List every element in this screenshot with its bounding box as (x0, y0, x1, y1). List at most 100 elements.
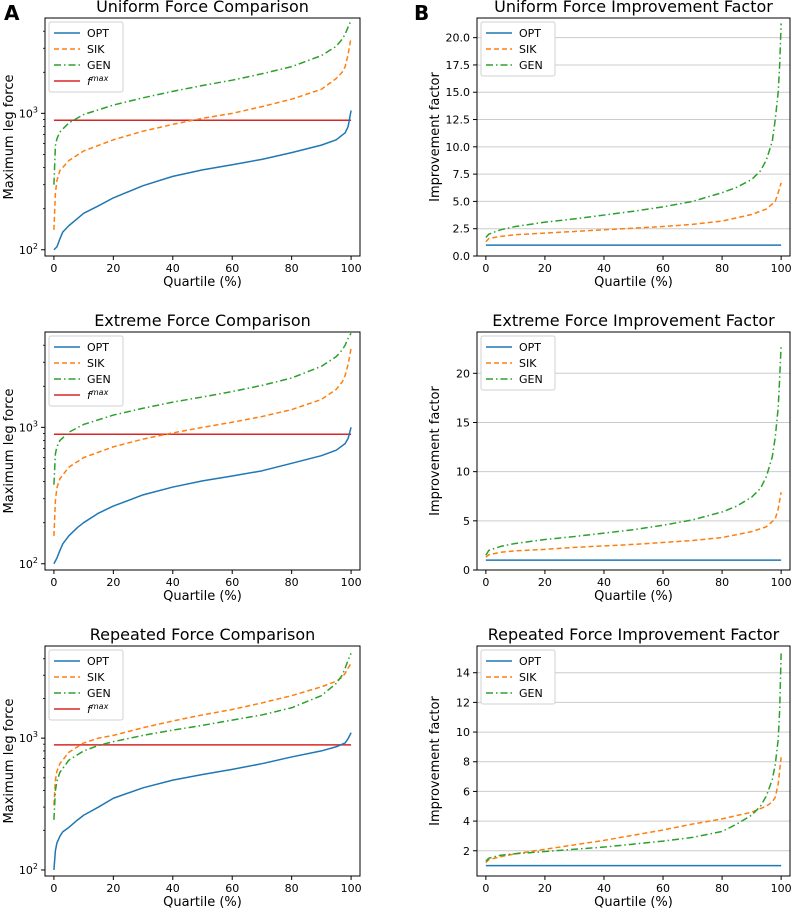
x-tick-label: 80 (285, 882, 299, 895)
axes-frame (44, 17, 361, 257)
series-line-sik (485, 757, 782, 864)
panel-letter-b: B (414, 1, 429, 25)
x-tick-label: 100 (341, 882, 362, 895)
chart-extreme-improvement: Extreme Force Improvement Factor 0 20 40 60 8… (428, 311, 792, 604)
legend-label-opt: OPT (519, 341, 541, 354)
y-tick-label: 17.5 (446, 59, 471, 72)
y-tick-label: 12 (456, 696, 470, 709)
axes-frame (44, 645, 361, 877)
series-line-gen (53, 653, 352, 820)
y-tick-label: 10.0 (446, 141, 471, 154)
y-tick-label: 0.0 (453, 250, 471, 263)
y-tick-label: 2 (463, 845, 470, 858)
x-tick-label: 40 (166, 882, 180, 895)
legend-label-opt: OPT (87, 341, 109, 354)
series-line-opt (53, 732, 352, 871)
plot-area (485, 344, 782, 561)
y-tick-label: 103 (19, 730, 38, 745)
legend-label-gen: GEN (87, 59, 111, 72)
series-line-sik (53, 37, 352, 230)
series-line-gen (485, 653, 782, 862)
y-tick-label: 103 (19, 105, 38, 120)
chart-repeated-improvement: Repeated Force Improvement Factor 0 20 40 60… (428, 625, 792, 910)
panel-letter-a: A (4, 1, 20, 25)
x-tick-label: 40 (597, 576, 611, 589)
series-line-sik (485, 492, 782, 558)
chart-repeated-comparison: Repeated Force Comparison 0 20 40 60 80 100 Qua… (2, 625, 362, 910)
y-tick-label: 0 (463, 564, 470, 577)
x-tick-label: 80 (285, 262, 299, 275)
x-tick-label: 40 (597, 882, 611, 895)
legend-label-fmax: fmax (87, 702, 109, 716)
legend-label-fmax: fmax (87, 388, 109, 402)
y-axis-label: Maximum leg force (2, 75, 17, 200)
x-tick-label: 60 (225, 882, 239, 895)
x-tick-label: 60 (656, 262, 670, 275)
legend-box (480, 21, 556, 77)
y-tick-label: 102 (19, 242, 38, 257)
y-axis-label: Improvement factor (428, 72, 443, 202)
chart-title: Extreme Force Improvement Factor (492, 311, 775, 330)
legend-label-sik: SIK (87, 357, 105, 370)
legend-label-sik: SIK (519, 357, 537, 370)
x-tick-label: 80 (715, 576, 729, 589)
x-tick-label: 20 (106, 262, 120, 275)
y-tick-label: 10 (456, 726, 470, 739)
x-tick-label: 80 (285, 576, 299, 589)
x-tick-label: 80 (715, 882, 729, 895)
legend-box (480, 335, 556, 391)
legend-label-gen: GEN (519, 373, 543, 386)
x-tick-label: 100 (341, 262, 362, 275)
plot-area (53, 653, 352, 871)
legend: OPT SIK GEN (480, 335, 556, 391)
y-tick-label: 103 (19, 419, 38, 434)
series-line-sik (485, 182, 782, 243)
x-tick-label: 20 (538, 882, 552, 895)
legend-box (480, 649, 556, 705)
legend-label-opt: OPT (87, 27, 109, 40)
y-tick-label: 20 (456, 367, 470, 380)
axes-frame (476, 331, 791, 571)
y-axis-label: Maximum leg force (2, 699, 17, 824)
x-tick-label: 40 (166, 576, 180, 589)
chart-title: Uniform Force Improvement Factor (494, 0, 773, 16)
y-tick-label: 14 (456, 667, 470, 680)
x-axis-label: Quartile (%) (594, 275, 673, 290)
x-tick-label: 40 (597, 262, 611, 275)
y-tick-label: 20.0 (446, 32, 471, 45)
x-tick-label: 0 (50, 576, 57, 589)
y-tick-label: 2.5 (453, 223, 471, 236)
chart-title: Repeated Force Improvement Factor (488, 625, 780, 644)
series-line-gen (53, 332, 352, 485)
legend: OPT SIK GEN (480, 21, 556, 77)
y-tick-label: 4 (463, 815, 470, 828)
x-tick-label: 0 (482, 882, 489, 895)
legend-label-fmax: fmax (87, 74, 109, 88)
x-tick-label: 20 (538, 576, 552, 589)
x-tick-label: 40 (166, 262, 180, 275)
x-tick-label: 100 (341, 576, 362, 589)
series-line-opt (53, 110, 352, 251)
series-line-gen (53, 20, 352, 185)
legend-label-gen: GEN (519, 59, 543, 72)
legend-box (48, 649, 124, 721)
plot-area (485, 23, 782, 246)
legend-label-gen: GEN (519, 687, 543, 700)
series-line-gen (485, 23, 782, 238)
legend-label-gen: GEN (87, 687, 111, 700)
x-axis-label: Quartile (%) (163, 589, 242, 604)
axes-frame (44, 331, 361, 571)
legend-label-gen: GEN (87, 373, 111, 386)
axes-frame (476, 645, 791, 877)
chart-title: Uniform Force Comparison (96, 0, 309, 16)
x-tick-label: 0 (50, 882, 57, 895)
chart-title: Extreme Force Comparison (94, 311, 311, 330)
x-tick-label: 0 (482, 576, 489, 589)
legend: OPT SIK GEN fmax (48, 335, 124, 407)
legend-box (48, 21, 124, 93)
legend-box (48, 335, 124, 407)
series-line-sik (53, 348, 352, 536)
x-tick-label: 80 (715, 262, 729, 275)
x-tick-label: 20 (538, 262, 552, 275)
